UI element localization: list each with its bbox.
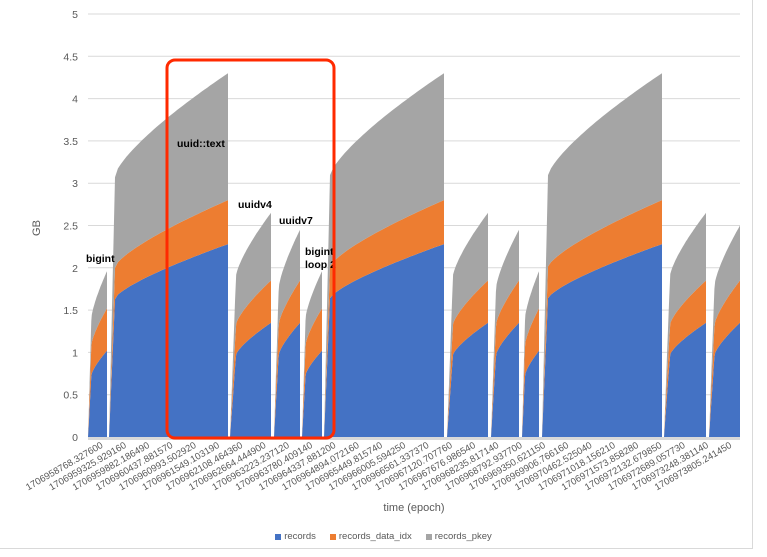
y-tick-label: 2: [72, 263, 78, 275]
y-axis-ticks: 0 0.5 1 1.5 2 2.5 3 3.5 4 4.5 5: [63, 9, 78, 444]
legend-swatch-records: [275, 533, 282, 540]
area-records-data-idx: [230, 280, 271, 437]
legend-item-records-pkey: records_pkey: [425, 531, 492, 542]
legend-label: records: [284, 531, 316, 542]
area-records-pkey: [324, 73, 444, 437]
area-records-pkey: [542, 73, 662, 437]
annotation-label: loop 2: [305, 259, 336, 271]
annotation-label: uuidv4: [238, 199, 272, 211]
y-tick-label: 5: [72, 9, 78, 21]
area-records-pkey: [447, 212, 488, 437]
area-records-data-idx: [302, 308, 322, 437]
area-records-pkey: [109, 73, 228, 437]
area-records-pkey: [664, 212, 706, 437]
area-records-pkey: [522, 271, 539, 437]
area-records: [230, 322, 271, 437]
area-records: [664, 322, 706, 437]
y-tick-label: 0: [72, 432, 78, 444]
area-records: [522, 350, 539, 437]
y-tick-label: 1: [72, 347, 78, 359]
area-records: [88, 350, 107, 437]
area-records-data-idx: [664, 280, 706, 437]
legend-item-records-data-idx: records_data_idx: [329, 531, 412, 542]
area-records-pkey: [491, 229, 519, 437]
area-records-data-idx: [109, 200, 228, 437]
annotation-label: uuidv7: [279, 215, 313, 227]
area-records-data-idx: [491, 280, 519, 437]
area-records: [274, 322, 300, 437]
legend-item-records: records: [275, 531, 316, 542]
annotation-label: bigint: [305, 246, 334, 258]
area-records-pkey: [302, 271, 322, 437]
area-records-data-idx: [324, 200, 444, 437]
y-tick-label: 4.5: [63, 51, 78, 63]
chart-frame: [0, 0, 753, 549]
area-records-data-idx: [88, 308, 107, 437]
legend: records records_data_idx records_pkey: [0, 531, 767, 542]
y-tick-label: 0.5: [63, 390, 78, 402]
y-axis-title: GB: [31, 220, 43, 236]
area-records: [447, 322, 488, 437]
area-records-pkey: [274, 229, 300, 437]
y-tick-label: 3: [72, 178, 78, 190]
area-records-data-idx: [447, 280, 488, 437]
legend-swatch-records-data-idx: [329, 533, 336, 540]
area-records-data-idx: [522, 308, 539, 437]
highlight-box: [165, 58, 336, 440]
area-records-pkey: [88, 271, 107, 437]
annotation-label: bigint: [86, 253, 115, 265]
area-records: [491, 322, 519, 437]
area-records-pkey: [230, 212, 271, 437]
legend-swatch-records-pkey: [425, 533, 432, 540]
area-records-pkey: [709, 225, 740, 437]
y-tick-label: 3.5: [63, 136, 78, 148]
y-tick-label: 2.5: [63, 221, 78, 233]
annotation-label: uuid::text: [177, 138, 225, 150]
area-records: [302, 350, 322, 437]
area-records-data-idx: [709, 280, 740, 437]
area-records: [709, 322, 740, 437]
area-records-data-idx: [542, 200, 662, 437]
x-axis-ticks: 1706958768.3276001706959325.929160170695…: [24, 440, 734, 493]
legend-label: records_pkey: [434, 531, 492, 542]
area-records-data-idx: [274, 280, 300, 437]
y-tick-label: 1.5: [63, 305, 78, 317]
x-axis-title: time (epoch): [383, 502, 444, 514]
area-records: [542, 244, 662, 437]
area-records: [324, 244, 444, 437]
y-tick-label: 4: [72, 94, 78, 106]
plot-areas: [88, 73, 740, 437]
legend-label: records_data_idx: [338, 531, 412, 542]
x-axis-line: [88, 437, 740, 440]
